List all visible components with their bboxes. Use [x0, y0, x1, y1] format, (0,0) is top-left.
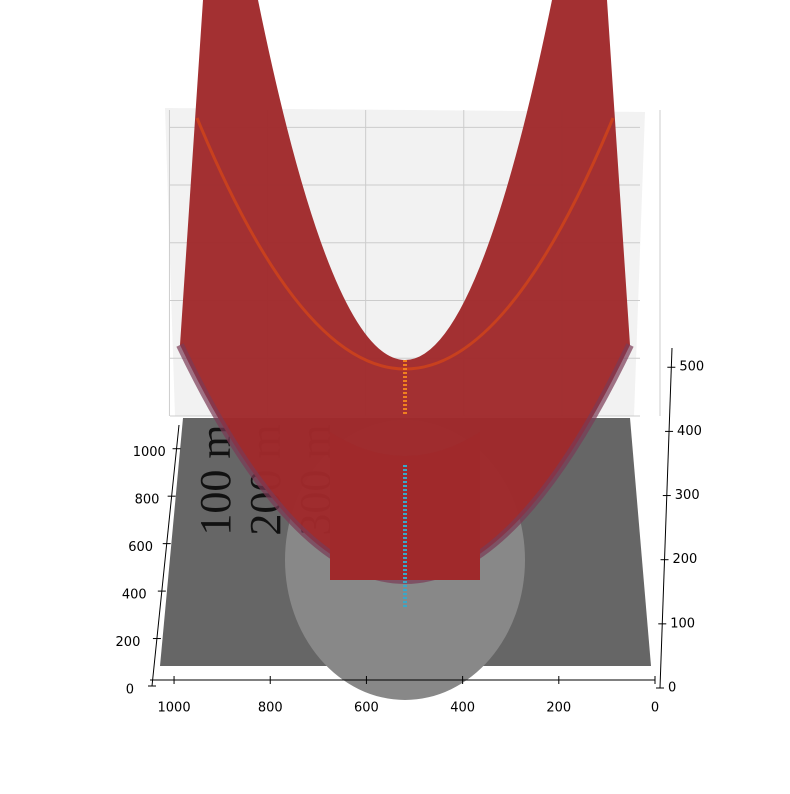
z-tick-label: 500 — [679, 360, 704, 375]
z-tick-label: 300 — [675, 488, 700, 503]
x-tick-label: 0 — [651, 701, 659, 716]
z-tick-label: 0 — [668, 681, 676, 696]
x-tick-label: 600 — [354, 701, 379, 716]
surface — [180, 0, 630, 580]
y-tick-label: 600 — [128, 540, 153, 555]
x-tick-label: 1000 — [158, 701, 191, 716]
y-tick-label: 400 — [122, 588, 147, 603]
x-tick-label: 800 — [258, 701, 283, 716]
y-axis — [151, 424, 180, 687]
y-tick-label: 800 — [135, 493, 160, 508]
x-tick-label: 400 — [450, 701, 475, 716]
y-tick-label: 200 — [116, 635, 141, 650]
z-tick-label: 400 — [677, 424, 702, 439]
z-axis — [659, 347, 673, 689]
z-tick-label: 100 — [670, 616, 695, 631]
z-tick-label: 200 — [673, 552, 698, 567]
y-tick-label: 0 — [126, 683, 134, 698]
y-tick-label: 1000 — [133, 445, 166, 460]
x-tick-label: 200 — [546, 701, 571, 716]
